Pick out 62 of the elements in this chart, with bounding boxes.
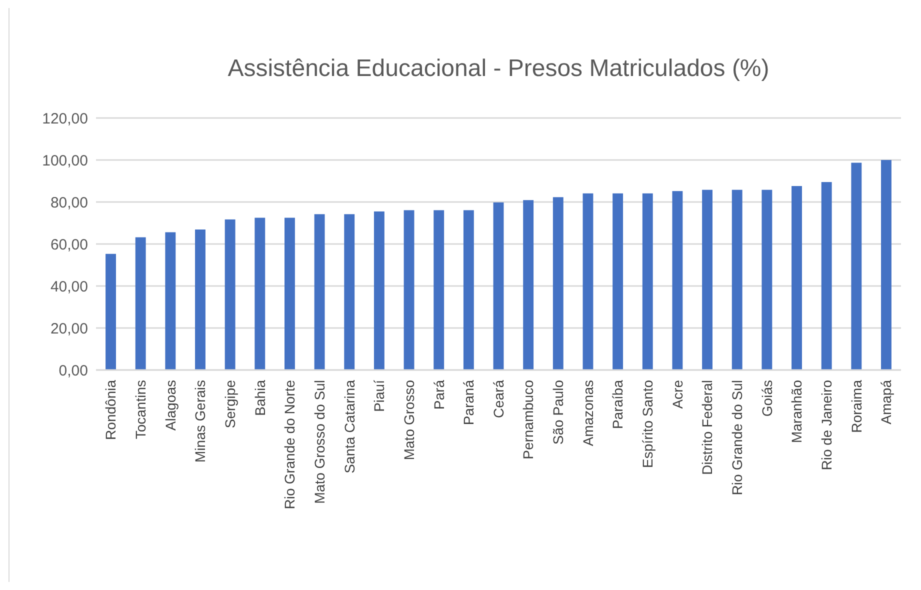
bar [404,210,414,370]
x-tick-label: Rio Grande do Sul [729,380,746,496]
x-tick-label: Rondônia [102,380,119,440]
bar [821,182,832,370]
y-tick-label: 100,00 [42,152,88,170]
bar [523,200,534,370]
x-tick-label: Paraíba [610,380,626,430]
bar [434,210,444,370]
x-tick-label: Pernambuco [520,380,536,460]
bar [702,190,712,370]
x-tick-label: Amazonas [580,380,596,446]
bar [642,193,653,370]
x-tick-label: Goiás [758,380,775,417]
bar [224,219,236,370]
bar [344,214,355,370]
bar [463,210,474,370]
x-tick-label: Mato Grosso [400,380,417,460]
x-tick-label: Roraima [848,380,864,433]
x-tick-label: Rio de Janeiro [818,380,834,470]
x-tick-label: São Paulo [550,380,566,445]
bar [672,191,683,370]
bar [582,193,594,370]
x-tick-label: Amapá [878,380,894,424]
y-tick-label: 20,00 [50,320,88,338]
bar [762,190,772,370]
x-tick-label: Pará [430,380,447,410]
x-tick-label: Santa Catarina [341,380,358,474]
x-tick-label: Minas Gerais [192,380,208,462]
x-tick-label: Espírito Santo [640,380,656,468]
y-tick-label: 60,00 [50,236,88,254]
y-tick-label: 120,00 [42,110,88,128]
x-tick-label: Distrito Federal [699,380,716,475]
bar [552,197,564,370]
bar [374,211,384,370]
x-tick-label: Bahia [252,380,268,416]
bar [851,162,862,370]
bar [314,214,325,370]
bar [106,254,116,370]
y-tick-label: 0,00 [58,362,88,380]
x-tick-label: Acre [669,380,686,409]
x-tick-label: Mato Grosso do Sul [311,380,328,504]
x-tick-label: Ceará [490,380,506,418]
bar [881,160,892,370]
bar [732,190,742,370]
bar [612,193,624,370]
bar [284,218,295,370]
x-tick-label: Rio Grande do Norte [282,380,298,510]
bar [195,230,206,370]
chart-title: Assistência Educacional - Presos Matriculados (%) [228,55,770,82]
y-tick-label: 40,00 [50,278,88,296]
x-tick-label: Piauí [371,380,388,412]
x-tick-label: Alagoas [162,380,178,431]
bar [493,202,504,370]
bar [792,186,802,370]
x-tick-label: Tocantins [132,380,148,440]
x-tick-label: Paraná [460,380,477,426]
bar [165,232,176,370]
y-tick-label: 80,00 [50,194,88,212]
x-tick-label: Maranhão [788,380,805,444]
bar [135,237,146,370]
x-tick-label: Sergipe [222,380,238,428]
bar [254,218,266,370]
